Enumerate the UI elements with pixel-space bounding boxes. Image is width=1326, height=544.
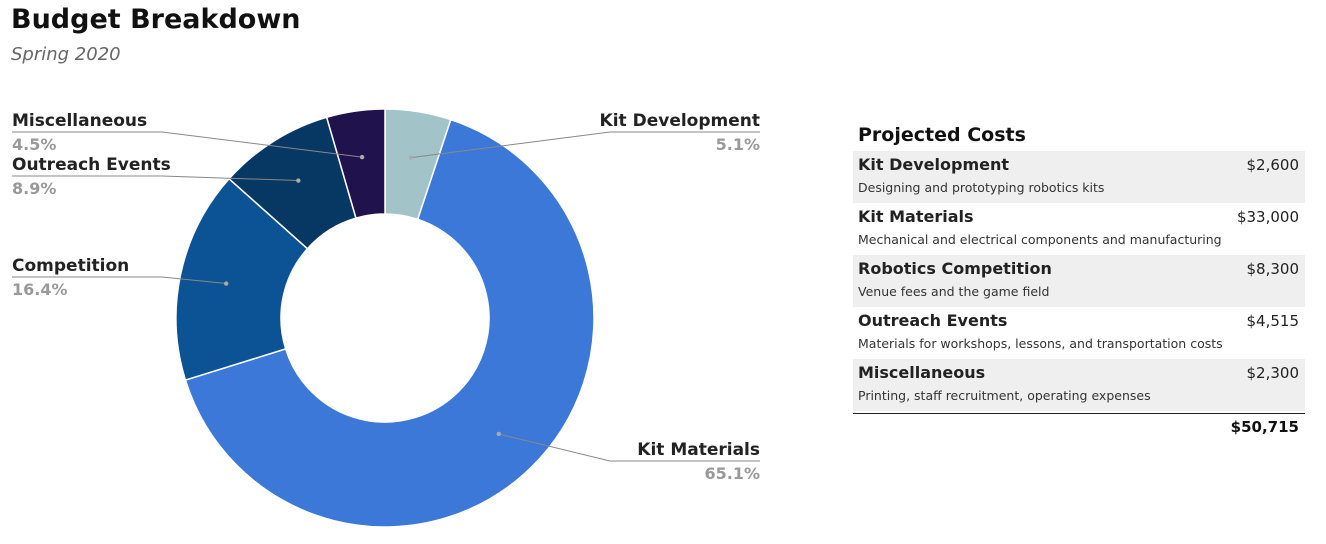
total-amount: $50,715 <box>1230 418 1299 436</box>
row-description: Printing, staff recruitment, operating e… <box>858 388 1151 403</box>
slice-miscellaneous <box>325 108 386 220</box>
slice-percent-outreach-events: 8.9% <box>12 179 56 198</box>
projected-costs-table: Projected Costs Kit Development Designin… <box>853 124 1305 436</box>
slice-label-kit-materials: Kit Materials <box>637 440 760 460</box>
row-amount: $33,000 <box>1236 208 1299 226</box>
leader-line-miscellaneous <box>12 131 363 158</box>
row-label: Kit Development <box>858 155 1010 174</box>
slice-kit-materials <box>184 118 595 528</box>
total-divider <box>853 413 1305 414</box>
row-label: Kit Materials <box>858 207 974 226</box>
leader-line-kit-development <box>410 131 760 159</box>
row-description: Mechanical and electrical components and… <box>858 232 1222 247</box>
slice-percent-miscellaneous: 4.5% <box>12 135 56 154</box>
slice-percent-kit-materials: 65.1% <box>704 464 760 483</box>
chart-subtitle: Spring 2020 <box>11 44 121 65</box>
leader-dot-miscellaneous <box>359 154 365 160</box>
slice-label-competition: Competition <box>12 256 129 276</box>
slice-label-kit-development: Kit Development <box>600 111 760 131</box>
row-label: Outreach Events <box>858 311 1008 330</box>
table-row: Kit Materials Mechanical and electrical … <box>853 203 1305 255</box>
leader-dot-competition <box>223 281 229 286</box>
leader-line-kit-materials <box>498 433 760 462</box>
row-description: Designing and prototyping robotics kits <box>858 180 1105 195</box>
row-description: Materials for workshops, lessons, and tr… <box>858 336 1223 351</box>
leader-dot-kit-materials <box>496 431 502 437</box>
chart-title: Budget Breakdown <box>11 4 301 35</box>
leader-dot-kit-development <box>408 155 414 160</box>
row-description: Venue fees and the game field <box>858 284 1050 299</box>
row-amount: $2,600 <box>1246 156 1300 174</box>
table-row: Kit Development Designing and prototypin… <box>853 151 1305 203</box>
row-amount: $2,300 <box>1246 364 1300 382</box>
slice-label-outreach-events: Outreach Events <box>12 155 171 175</box>
table-row: Miscellaneous Printing, staff recruitmen… <box>853 359 1305 411</box>
leader-dot-outreach-events <box>296 178 301 183</box>
row-amount: $8,300 <box>1246 260 1300 278</box>
row-label: Robotics Competition <box>858 259 1052 278</box>
row-label: Miscellaneous <box>858 363 986 382</box>
slice-percent-competition: 16.4% <box>12 280 68 299</box>
leader-line-outreach-events <box>12 175 299 182</box>
slice-percent-kit-development: 5.1% <box>716 135 760 154</box>
table-row: Outreach Events Materials for workshops,… <box>853 307 1305 359</box>
row-amount: $4,515 <box>1246 312 1300 330</box>
table-title: Projected Costs <box>858 124 1026 146</box>
slice-competition <box>175 177 309 382</box>
table-row: Robotics Competition Venue fees and the … <box>853 255 1305 307</box>
donut-chart: Kit Development 5.1% Kit Materials 65.1% Com… <box>12 108 760 528</box>
leader-line-competition <box>12 276 227 285</box>
slice-label-miscellaneous: Miscellaneous <box>12 111 147 131</box>
